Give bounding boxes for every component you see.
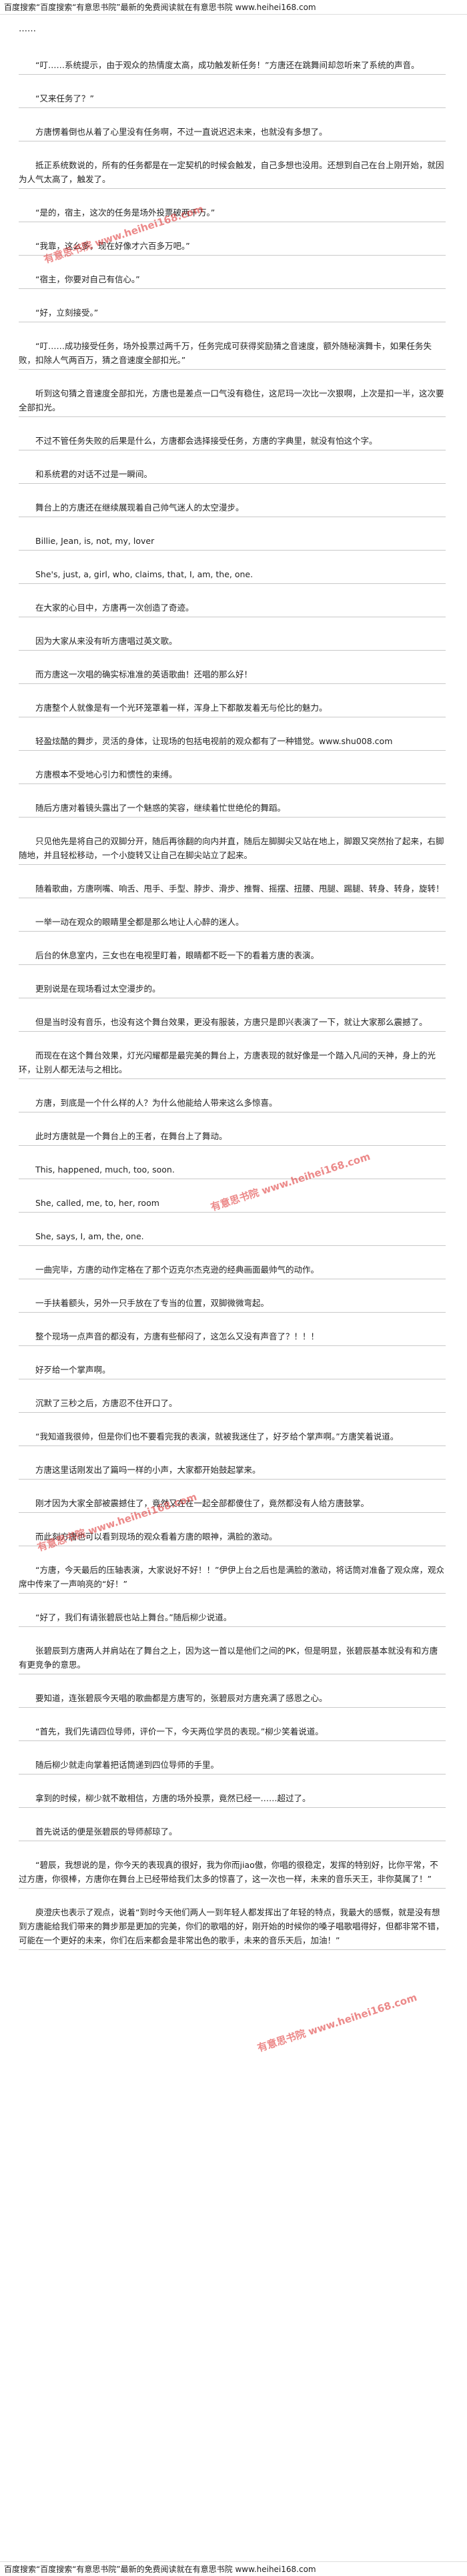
footer-banner: 百度搜索“百度搜索“有意思书院”最新的免费阅读就在有意思书院 www.heihe… <box>0 2561 467 2576</box>
paragraph: “又来任务了？” <box>19 75 446 108</box>
paragraph: 舞台上的方唐还在继续展现着自己帅气迷人的太空漫步。 <box>19 484 446 517</box>
article: …… “叮……系统提示，由于观众的热情度太高，成功触发新任务！”方唐还在跳舞间却… <box>19 23 446 2559</box>
paragraph: 方唐，到底是一个什么样的人？为什么他能给人带来这么多惊喜。 <box>19 1079 446 1112</box>
paragraph: 方唐愣着倒也从着了心里没有任务啊，不过一直说迟迟未来，也就没有多想了。 <box>19 108 446 141</box>
paragraph: She, called, me, to, her, room <box>19 1179 446 1213</box>
paragraph: “叮……系统提示，由于观众的热情度太高，成功触发新任务！”方唐还在跳舞间却忽听来… <box>19 41 446 75</box>
paragraph: “我知道我很帅，但是你们也不要看完我的表演，就被我迷住了，好歹给个掌声啊。”方唐… <box>19 1413 446 1446</box>
paragraph: 随后柳少就走向掌着把话筒递到四位导师的手里。 <box>19 1741 446 1775</box>
paragraph: 一举一动在观众的眼睛里全都是那么地让人心醉的迷人。 <box>19 898 446 932</box>
paragraph: “是的，宿主，这次的任务是场外投票破两千万。” <box>19 189 446 222</box>
paragraph: “方唐，今天最后的压轴表演，大家说好不好！！”伊伊上台之后也是满脸的激动，将话筒… <box>19 1546 446 1594</box>
paragraph: 方唐整个人就像是有一个光环笼罩着一样，浑身上下都散发着无与伦比的魅力。 <box>19 684 446 717</box>
header-banner: 百度搜索“百度搜索“有意思书院”最新的免费阅读就在有意思书院 www.heihe… <box>0 0 467 15</box>
paragraph: 而现在在这个舞台效果，灯光闪耀都是最完美的舞台上，方唐表现的就好像是一个踏入凡间… <box>19 1032 446 1079</box>
ellipsis: …… <box>19 24 36 34</box>
paragraph: 一曲完毕，方唐的动作定格在了那个迈克尔杰克逊的经典画面最帅气的动作。 <box>19 1246 446 1279</box>
paragraph: 只见他先是将自己的双脚分开，随后再徐翻的向内并直，随后左脚脚尖又站在地上，脚跟又… <box>19 818 446 865</box>
paragraph: She, says, I, am, the, one. <box>19 1213 446 1246</box>
paragraph: “好了，我们有请张碧辰也站上舞台。”随后柳少说道。 <box>19 1594 446 1627</box>
paragraph: “好，立刻接受。” <box>19 289 446 322</box>
paragraph: 在大家的心目中，方唐再一次创造了奇迹。 <box>19 584 446 617</box>
paragraph: 整个现场一点声音的都没有，方唐有些郁闷了，这怎么又没有声音了？！！！ <box>19 1313 446 1346</box>
paragraph: “碧辰，我想说的是，你今天的表现真的很好，我为你而jiao傲，你唱的很稳定，发挥… <box>19 1841 446 1889</box>
paragraph: 方唐这里话刚发出了篇吗一样的小声，大家都开始鼓起掌来。 <box>19 1446 446 1480</box>
paragraph: 因为大家从来没有听方唐唱过英文歌。 <box>19 617 446 651</box>
paragraph: 更别说是在现场看过太空漫步的。 <box>19 965 446 998</box>
paragraph: 听到这句猜之音速度全部扣光，方唐也是差点一口气没有稳住，这尼玛一次比一次狠啊，上… <box>19 370 446 417</box>
paragraph: 后台的休息室内，三女也在电视里盯着，眼睛都不眨一下的看着方唐的表演。 <box>19 932 446 965</box>
paragraph: 随后方唐对着镜头露出了一个魅惑的笑容，继续着忙世绝伦的舞蹈。 <box>19 784 446 818</box>
paragraph: 方唐根本不受地心引力和惯性的束缚。 <box>19 751 446 784</box>
paragraph: 和系统君的对话不过是一瞬间。 <box>19 450 446 484</box>
paragraph: “我靠，这么多，现在好像才六百多万吧。” <box>19 222 446 256</box>
paragraph: “宿主，你要对自己有信心。” <box>19 256 446 289</box>
paragraph: 庾澄庆也表示了观点，说着“到时今天他们两人一到年轻人都发挥出了年轻的特点，我最大… <box>19 1889 446 1950</box>
paragraph: 此时方唐就是一个舞台上的王者，在舞台上了舞动。 <box>19 1112 446 1146</box>
paragraph: “首先，我们先请四位导师，评价一下，今天两位学员的表现。”柳少笑着说道。 <box>19 1708 446 1741</box>
paragraph: 抵正系统数说的，所有的任务都是在一定契机的时候会触发，自己多想也没用。还想到自己… <box>19 141 446 189</box>
paragraph: 但是当时没有音乐，也没有这个舞台效果，更没有服装，方唐只是即兴表演了一下，就让大… <box>19 998 446 1032</box>
paragraph: 要知道，连张碧辰今天唱的歌曲都是方唐写的，张碧辰对方唐充满了感恩之心。 <box>19 1674 446 1708</box>
paragraph: 不过不管任务失败的后果是什么，方唐都会选择接受任务，方唐的字典里，就没有怕这个字… <box>19 417 446 450</box>
paragraph: 刚才因为大家全部被震撼住了，竟然又在在一起全部都傻住了，竟然都没有人给方唐鼓掌。 <box>19 1480 446 1513</box>
paragraph: Billie, Jean, is, not, my, lover <box>19 517 446 551</box>
paragraph: 轻盈炫酷的舞步，灵活的身体，让现场的包括电视前的观众都有了一种错觉。www.sh… <box>19 717 446 751</box>
paragraph: 沉默了三秒之后，方唐忍不住开口了。 <box>19 1379 446 1413</box>
paragraph: 而方唐这一次唱的确实标准准的英语歌曲！还唱的那么好！ <box>19 651 446 684</box>
paragraph: “叮……成功接受任务，场外投票过两千万，任务完成可获得奖励猜之音速度，额外随秘演… <box>19 322 446 370</box>
paragraph: She's, just, a, girl, who, claims, that,… <box>19 551 446 584</box>
paragraph: 好歹给一个掌声啊。 <box>19 1346 446 1379</box>
paragraph: 一手扶着额头，另外一只手放在了专当的位置，双脚微微弯起。 <box>19 1279 446 1313</box>
paragraph: 而此刻方唐也可以看到现场的观众看着方唐的眼神，满脸的激动。 <box>19 1513 446 1546</box>
paragraph: This, happened, much, too, soon. <box>19 1146 446 1179</box>
paragraph: 张碧辰到方唐两人并肩站在了舞台之上，因为这一首以是他们之间的PK，但是明显，张碧… <box>19 1627 446 1674</box>
paragraph: 拿到的时候，柳少就不敢相信，方唐的场外投票，竟然已经一……超过了。 <box>19 1775 446 1808</box>
paragraph: 首先说话的便是张碧辰的导师郝琼了。 <box>19 1808 446 1841</box>
paragraph: 随着歌曲，方唐咧嘴、响舌、甩手、手型、脖步、滑步、推臀、摇摆、扭腰、甩腿、踢腿、… <box>19 865 446 898</box>
